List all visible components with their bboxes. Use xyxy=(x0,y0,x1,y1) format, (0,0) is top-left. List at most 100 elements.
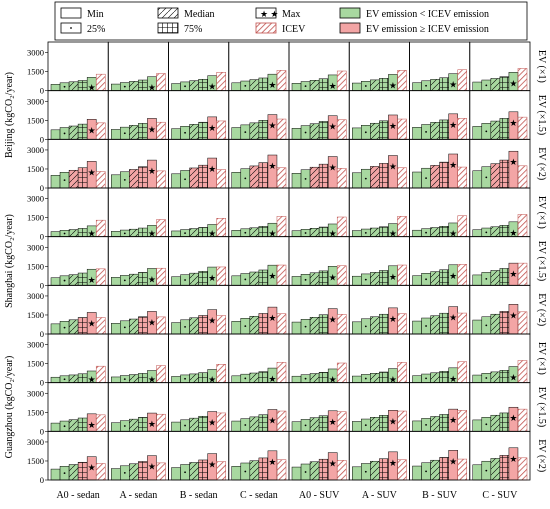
bar-75pct-pattern xyxy=(198,79,208,91)
y-tick-label: 3000 xyxy=(27,340,44,350)
bar-25pct-dot xyxy=(485,324,488,327)
bar-75pct-pattern xyxy=(198,315,208,334)
bar-max-star: ★ xyxy=(148,462,156,472)
panel: ★ xyxy=(168,284,230,335)
bar-median-pattern xyxy=(189,418,199,432)
panel: ★ xyxy=(348,430,410,481)
bar-icev xyxy=(517,360,528,383)
panel: ★ xyxy=(228,382,290,432)
bar-icev xyxy=(216,266,226,286)
panel: ★ xyxy=(409,284,471,335)
bar-min xyxy=(50,175,61,189)
bar-median-pattern xyxy=(490,314,500,334)
column-label: A0 - sedan xyxy=(56,490,99,501)
bar-median-pattern xyxy=(189,167,199,188)
panel: ★ xyxy=(409,41,471,92)
bar-median-pattern xyxy=(129,463,139,480)
bar-75pct-pattern xyxy=(319,314,329,334)
legend-item-min: Min xyxy=(60,7,104,20)
bar-25pct-dot xyxy=(364,177,367,180)
column-label: B - SUV xyxy=(422,490,458,501)
bar-max-star: ★ xyxy=(329,417,337,427)
bar-75pct-pattern xyxy=(319,164,329,188)
bar-max-star: ★ xyxy=(389,458,397,468)
y-tick-label: 3000 xyxy=(27,291,44,301)
bar-75pct-pattern xyxy=(138,228,148,237)
bar-icev xyxy=(457,166,468,189)
bar-median-pattern xyxy=(129,274,139,286)
bar-icev xyxy=(517,68,528,91)
bar-median-pattern xyxy=(129,169,139,188)
bar-25pct-dot xyxy=(364,278,367,281)
bar-median-pattern xyxy=(490,78,500,91)
bar-max-star: ★ xyxy=(208,82,216,92)
bar-min xyxy=(472,319,483,335)
y-tick-label: 0 xyxy=(40,475,44,485)
bar-25pct-dot xyxy=(364,85,367,87)
bar-min xyxy=(111,468,121,481)
bar-max-star: ★ xyxy=(88,463,96,473)
bar-max-star: ★ xyxy=(509,118,517,128)
bar-25pct-dot xyxy=(244,278,247,281)
bar-25pct-dot xyxy=(485,84,488,87)
bar-25pct-dot xyxy=(425,177,427,180)
bar-max-star: ★ xyxy=(148,317,156,327)
bar-max-star: ★ xyxy=(509,228,517,238)
bar-25pct-dot xyxy=(244,84,247,87)
bar-75pct-pattern xyxy=(439,162,449,188)
bar-75pct-pattern xyxy=(499,160,509,188)
bar-median-pattern xyxy=(310,228,320,237)
bar-median-pattern xyxy=(370,417,380,432)
bar-75pct-pattern xyxy=(439,77,449,91)
y-tick-label: 3000 xyxy=(27,242,44,252)
panel: ★ xyxy=(469,284,531,335)
bar-max-star: ★ xyxy=(268,161,276,171)
bar-75pct-pattern xyxy=(138,166,148,188)
bar-25pct-dot xyxy=(364,470,367,473)
bar-75pct-pattern xyxy=(258,313,268,334)
legend-item-icev: ICEV xyxy=(255,22,306,35)
row-label: EV (×1) xyxy=(536,196,547,229)
y-tick-label: 0 xyxy=(40,134,44,144)
bar-25pct-dot xyxy=(244,177,247,180)
bar-icev xyxy=(397,313,407,335)
bar-max-star: ★ xyxy=(389,375,397,385)
bar-median-pattern xyxy=(370,316,380,334)
bar-75pct-pattern xyxy=(198,271,208,286)
panel: ★ xyxy=(107,187,169,239)
bar-max-star: ★ xyxy=(389,272,397,282)
legend-star-icon: ★ ★ xyxy=(260,9,278,19)
bar-icev xyxy=(457,458,468,481)
bar-25pct-dot xyxy=(364,325,367,328)
bar-max xyxy=(388,155,398,189)
bar-75pct-pattern xyxy=(439,119,449,140)
y-tick-label: 0 xyxy=(40,378,44,388)
bar-median-pattern xyxy=(69,170,79,188)
bar-median-pattern xyxy=(310,80,320,91)
bar-75pct-pattern xyxy=(379,78,389,91)
bar-25pct-dot xyxy=(485,469,488,472)
bar-min xyxy=(472,464,483,481)
bar-min xyxy=(291,321,302,335)
bar-icev xyxy=(216,364,226,383)
bar-min xyxy=(171,128,181,140)
bar-max-star: ★ xyxy=(449,120,457,130)
bar-75pct-pattern xyxy=(258,457,268,480)
bar-75pct-pattern xyxy=(198,122,208,140)
bar-max-star: ★ xyxy=(148,229,156,239)
panel: ★ xyxy=(168,430,230,481)
bar-75pct-pattern xyxy=(138,373,148,383)
bar-min xyxy=(171,230,181,237)
bar-icev xyxy=(397,167,407,189)
panel: ★ xyxy=(168,90,230,140)
bar-min xyxy=(291,276,302,286)
bar-25pct-dot xyxy=(63,378,66,381)
bar-max xyxy=(508,447,519,481)
panel: ★ xyxy=(288,430,350,481)
panel: ★ xyxy=(47,138,109,189)
bar-median-pattern xyxy=(129,374,139,383)
bar-25pct-dot xyxy=(184,471,186,474)
bar-25pct-dot xyxy=(184,178,186,181)
y-tick-label: 3000 xyxy=(27,48,44,58)
